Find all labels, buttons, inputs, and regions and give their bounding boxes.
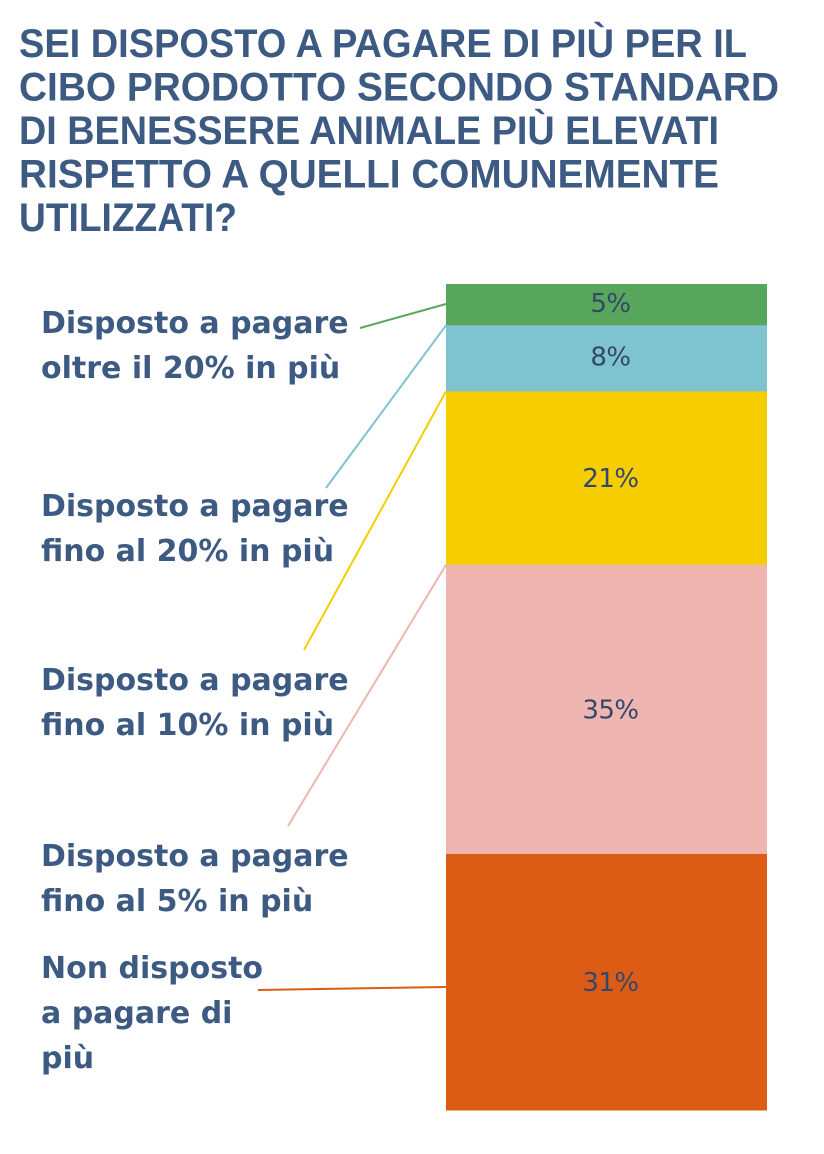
- segment-category-label: fino al 5% in più: [41, 884, 313, 919]
- bar-segment: [446, 284, 767, 326]
- segment-category-label: Disposto a pagare: [41, 663, 349, 698]
- bar-segment: [446, 391, 767, 566]
- chart-title-line: SEI DISPOSTO A PAGARE DI PIÙ PER IL: [19, 22, 747, 66]
- segment-value-label: 21%: [582, 464, 638, 494]
- segment-category-label: Disposto a pagare: [41, 306, 349, 341]
- segment-category-label: Non disposto: [41, 951, 263, 986]
- segment-category-label: a pagare di: [41, 996, 232, 1031]
- bar-segment: [446, 325, 767, 392]
- segment-category-label: fino al 10% in più: [41, 708, 334, 743]
- chart-title-line: UTILIZZATI?: [19, 196, 237, 240]
- segment-category-label: Disposto a pagare: [41, 839, 349, 874]
- leader-line: [359, 303, 447, 329]
- bar-segment: [446, 564, 767, 855]
- segment-category-label: più: [41, 1041, 94, 1076]
- segment-category-label: oltre il 20% in più: [41, 351, 340, 386]
- leader-line: [303, 390, 447, 651]
- segment-value-label: 35%: [582, 695, 638, 725]
- segment-category-label: Disposto a pagare: [41, 489, 349, 524]
- leader-line: [257, 986, 447, 991]
- bar-segment: [446, 853, 767, 1111]
- chart-title-line: RISPETTO A QUELLI COMUNEMENTE: [19, 153, 719, 197]
- chart-title-line: CIBO PRODOTTO SECONDO STANDARD: [19, 66, 779, 110]
- segment-category-label: fino al 20% in più: [41, 534, 334, 569]
- leader-line: [325, 324, 447, 489]
- leader-line: [287, 564, 447, 827]
- segment-value-label: 31%: [582, 968, 638, 998]
- segment-value-label: 5%: [590, 289, 630, 319]
- chart-title-line: DI BENESSERE ANIMALE PIÙ ELEVATI: [19, 109, 719, 153]
- segment-value-label: 8%: [590, 342, 630, 372]
